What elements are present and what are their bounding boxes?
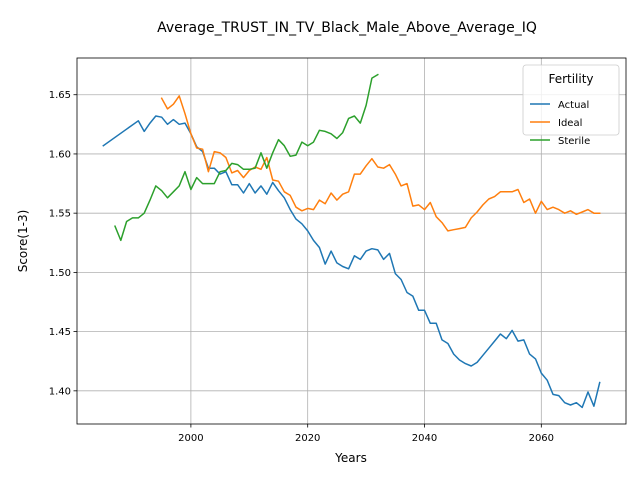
series-lines <box>102 73 601 409</box>
y-tick-label: 1.40 <box>49 386 71 397</box>
y-axis-ticks: 1.40 1.45 1.50 1.55 1.60 1.65 <box>49 90 77 397</box>
legend-label-sterile: Sterile <box>558 136 590 147</box>
y-tick-label: 1.55 <box>49 209 71 220</box>
x-tick-label: 2040 <box>412 433 437 444</box>
series-line-ideal <box>160 95 601 232</box>
legend-label-ideal: Ideal <box>558 118 582 129</box>
y-tick-label: 1.65 <box>49 90 71 101</box>
y-tick-label: 1.50 <box>49 268 71 279</box>
y-axis-label: Score(1-3) <box>16 210 30 273</box>
legend-title: Fertility <box>548 72 593 86</box>
plot-frame <box>76 57 627 425</box>
x-axis-ticks: 2000 2020 2040 2060 <box>178 424 554 444</box>
x-tick-label: 2060 <box>529 433 554 444</box>
y-tick-label: 1.60 <box>49 149 71 160</box>
x-axis-label: Years <box>334 451 367 465</box>
x-tick-label: 2000 <box>178 433 203 444</box>
chart-title: Average_TRUST_IN_TV_Black_Male_Above_Ave… <box>157 20 537 36</box>
x-tick-label: 2020 <box>295 433 320 444</box>
legend: Fertility Actual Ideal Sterile <box>522 64 620 147</box>
series-line-actual <box>102 115 601 409</box>
series-line-sterile <box>114 73 379 242</box>
legend-label-actual: Actual <box>558 100 589 111</box>
legend-box <box>522 64 620 136</box>
y-tick-label: 1.45 <box>49 327 71 338</box>
